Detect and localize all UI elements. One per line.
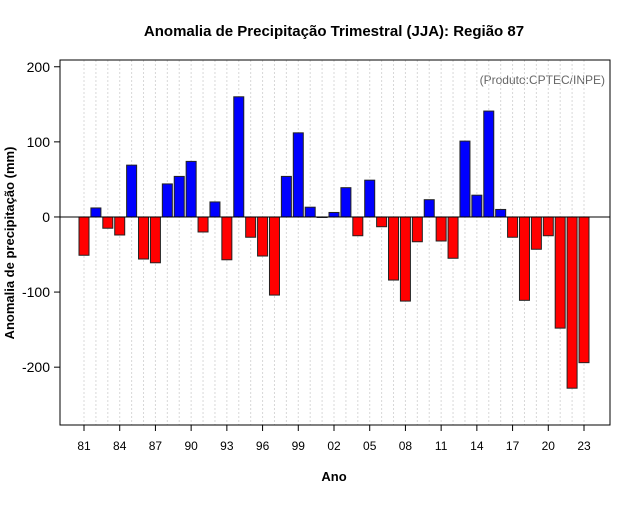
bar-2008 bbox=[399, 216, 411, 302]
y-tick-label: -200 bbox=[22, 359, 50, 375]
bar-1998 bbox=[280, 175, 292, 218]
bar-2018 bbox=[518, 216, 530, 301]
x-tick-label: 87 bbox=[149, 439, 163, 453]
x-tick-label: 93 bbox=[220, 439, 234, 453]
chart-subtitle: (Produto:CPTEC/INPE) bbox=[480, 73, 605, 87]
y-axis-label: Anomalia de precipitação (mm) bbox=[2, 147, 17, 340]
x-tick-label: 23 bbox=[577, 439, 591, 453]
bar-2006 bbox=[376, 216, 388, 228]
bar-2016 bbox=[495, 208, 507, 218]
x-tick-label: 05 bbox=[363, 439, 377, 453]
y-tick-label: 200 bbox=[27, 59, 51, 75]
bar-2005 bbox=[364, 179, 376, 218]
x-tick-label: 90 bbox=[184, 439, 198, 453]
x-tick-label: 20 bbox=[542, 439, 556, 453]
bar-1985 bbox=[126, 164, 138, 218]
x-tick-label: 84 bbox=[113, 439, 127, 453]
bar-1986 bbox=[138, 216, 150, 260]
bar-1994 bbox=[233, 96, 245, 218]
plot-frame bbox=[59, 59, 611, 426]
bar-2013 bbox=[459, 140, 471, 218]
bar-2017 bbox=[507, 216, 519, 238]
x-tick-label: 11 bbox=[435, 439, 448, 453]
bar-1984 bbox=[114, 216, 126, 236]
bar-2022 bbox=[566, 216, 578, 389]
bar-2000 bbox=[304, 206, 316, 218]
bar-2011 bbox=[435, 216, 447, 242]
bar-2004 bbox=[352, 216, 364, 237]
bar-1987 bbox=[149, 216, 161, 264]
bar-2007 bbox=[388, 216, 400, 281]
bar-1988 bbox=[161, 183, 173, 218]
bar-2014 bbox=[471, 194, 483, 218]
y-tick-label: 0 bbox=[42, 209, 50, 225]
bar-1981 bbox=[78, 216, 90, 256]
y-tick-label: 100 bbox=[27, 134, 51, 150]
bar-1982 bbox=[90, 207, 102, 218]
bar-1983 bbox=[102, 216, 114, 229]
bar-1991 bbox=[197, 216, 209, 233]
bar-2021 bbox=[554, 216, 566, 329]
bar-1996 bbox=[257, 216, 269, 257]
x-tick-label: 81 bbox=[77, 439, 91, 453]
bar-1993 bbox=[221, 216, 233, 261]
bar-2010 bbox=[423, 199, 435, 218]
bar-1992 bbox=[209, 201, 221, 218]
bar-2015 bbox=[483, 110, 495, 218]
x-tick-label: 14 bbox=[470, 439, 484, 453]
y-tick-label: -100 bbox=[22, 284, 50, 300]
x-axis-label: Ano bbox=[321, 469, 346, 484]
chart-title: Anomalia de Precipitação Trimestral (JJA… bbox=[144, 23, 524, 40]
bar-2020 bbox=[542, 216, 554, 237]
bar-1999 bbox=[292, 132, 304, 218]
bar-1997 bbox=[268, 216, 280, 296]
bar-2009 bbox=[411, 216, 423, 243]
x-tick-label: 08 bbox=[399, 439, 413, 453]
x-tick-label: 17 bbox=[506, 439, 520, 453]
bar-1989 bbox=[173, 175, 185, 218]
bar-2019 bbox=[530, 216, 542, 250]
bar-1990 bbox=[185, 160, 197, 218]
x-tick-label: 02 bbox=[327, 439, 341, 453]
bar-2002 bbox=[328, 211, 340, 218]
x-tick-label: 99 bbox=[292, 439, 306, 453]
x-tick-label: 96 bbox=[256, 439, 270, 453]
bar-1995 bbox=[245, 216, 257, 238]
bar-2003 bbox=[340, 187, 352, 218]
bar-2023 bbox=[578, 216, 590, 364]
bar-2012 bbox=[447, 216, 459, 259]
